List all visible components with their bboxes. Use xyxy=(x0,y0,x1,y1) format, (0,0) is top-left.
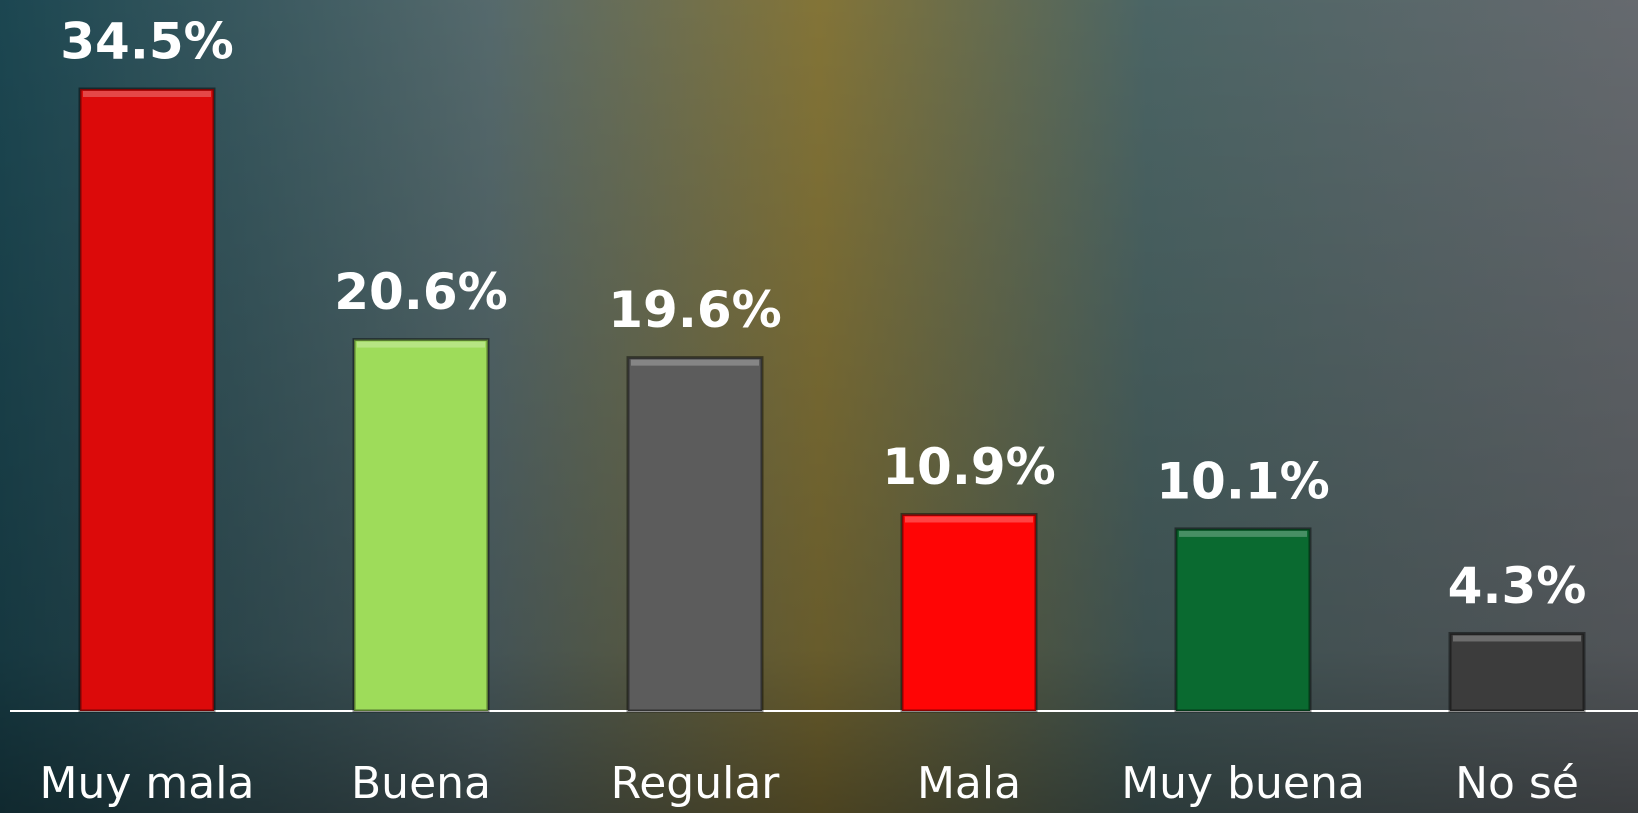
category-label: Muy mala xyxy=(40,758,255,809)
bar xyxy=(902,514,1036,711)
bar-highlight xyxy=(357,342,485,348)
bar-highlight xyxy=(1179,531,1307,537)
bar xyxy=(354,340,488,711)
page: 34.5% Muy mala 20.6% Buena 19.6% Regular 10.9%… xyxy=(0,0,1638,813)
value-label: 34.5% xyxy=(60,13,233,71)
value-label: 20.6% xyxy=(334,263,507,321)
category-label: Regular xyxy=(611,758,781,809)
chart: 34.5% Muy mala 20.6% Buena 19.6% Regular 10.9%… xyxy=(0,0,1638,813)
bar-highlight xyxy=(905,516,1033,522)
bar xyxy=(1176,529,1310,711)
bar-highlight xyxy=(631,360,759,366)
category-label: Muy buena xyxy=(1121,758,1365,809)
category-label: Mala xyxy=(917,758,1021,809)
bar xyxy=(628,358,762,711)
bar-highlight xyxy=(83,91,211,97)
bar xyxy=(80,89,214,711)
value-label: 19.6% xyxy=(608,281,781,339)
value-label: 4.3% xyxy=(1448,557,1587,615)
value-label: 10.1% xyxy=(1156,452,1329,510)
category-label: No sé xyxy=(1455,758,1579,809)
background-shade xyxy=(0,0,1638,813)
bar-highlight xyxy=(1453,635,1581,641)
category-label: Buena xyxy=(351,758,491,809)
value-label: 10.9% xyxy=(882,438,1055,496)
bar xyxy=(1450,633,1584,711)
